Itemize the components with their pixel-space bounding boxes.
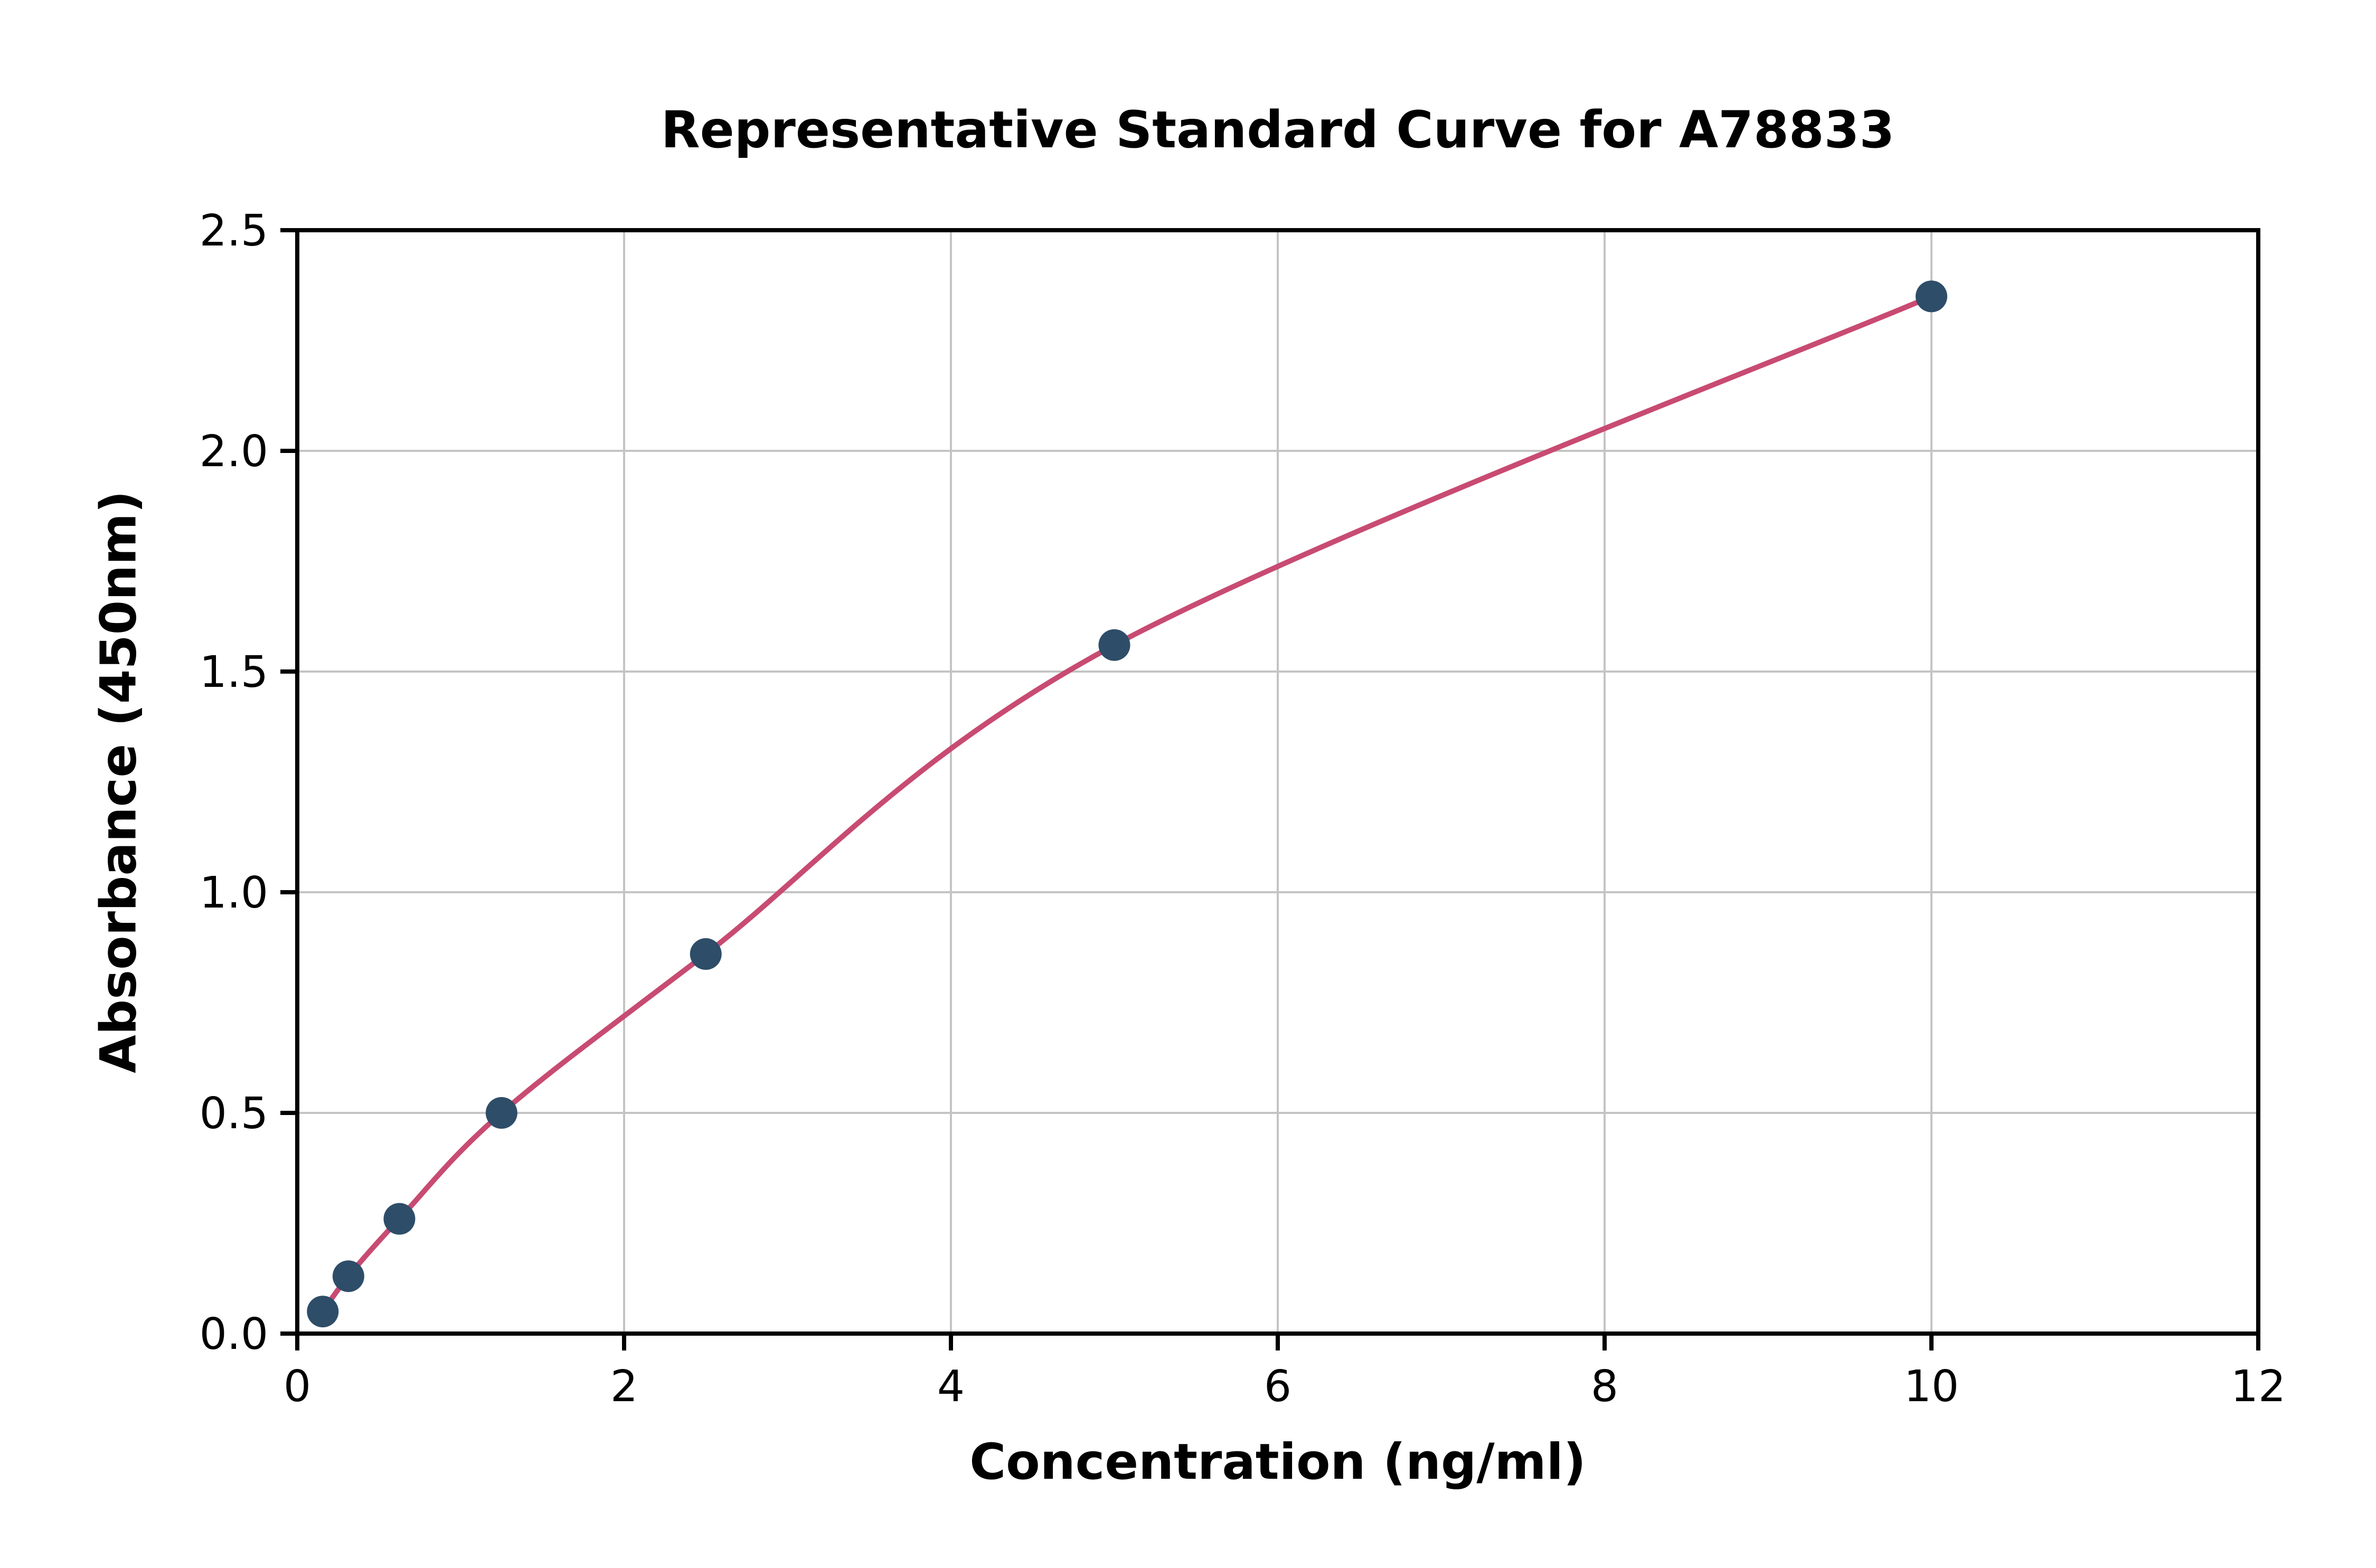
x-tick-label: 12 <box>2231 1362 2286 1412</box>
x-tick-label: 6 <box>1264 1362 1291 1412</box>
y-tick-label: 0.5 <box>200 1089 268 1139</box>
x-tick-label: 10 <box>1904 1362 1959 1412</box>
data-point <box>690 938 722 970</box>
x-tick-label: 4 <box>937 1362 965 1412</box>
plot-border <box>295 228 2260 1336</box>
y-tick-label: 1.5 <box>200 647 268 697</box>
chart-title: Representative Standard Curve for A78833 <box>661 100 1895 159</box>
data-point <box>307 1296 339 1328</box>
data-point <box>1916 280 1947 313</box>
data-point <box>485 1097 517 1129</box>
data-point <box>383 1203 416 1235</box>
y-tick-label: 1.0 <box>200 868 268 918</box>
y-tick-label: 0.0 <box>200 1309 268 1359</box>
y-axis-label: Absorbance (450nm) <box>90 490 148 1073</box>
x-axis-label: Concentration (ng/ml) <box>969 1433 1586 1491</box>
y-tick-label: 2.5 <box>200 206 268 256</box>
data-point <box>1098 629 1130 661</box>
y-tick-label: 2.0 <box>200 427 268 477</box>
fit-curve <box>320 294 1934 1315</box>
x-tick-label: 8 <box>1591 1362 1618 1412</box>
x-tick-label: 0 <box>284 1362 311 1412</box>
data-point <box>332 1260 364 1292</box>
x-tick-label: 2 <box>610 1362 638 1412</box>
